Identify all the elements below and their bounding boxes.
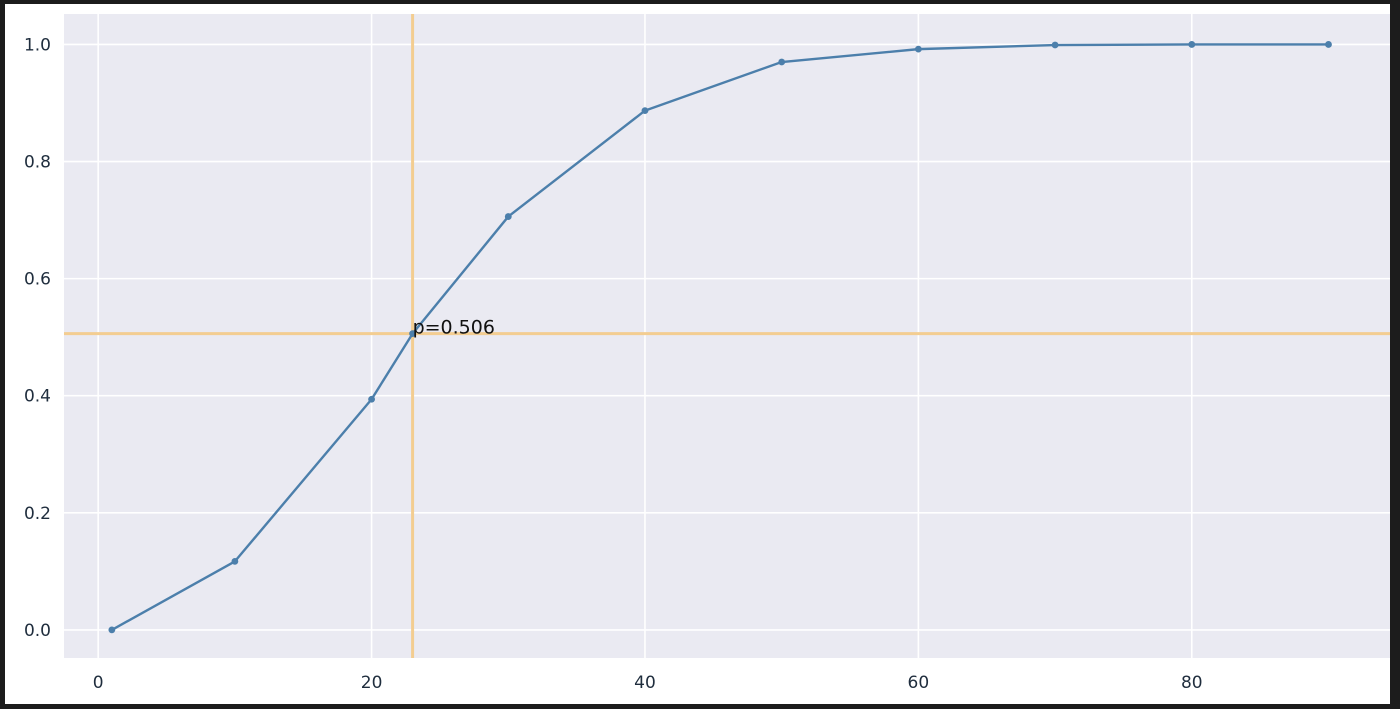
data-point [778,58,786,66]
y-tick-label: 0.4 [24,387,51,407]
y-axis-ticks: 0.0 0.2 0.4 0.6 0.8 1.0 [24,35,51,640]
data-point [409,330,416,338]
data-point [641,107,649,114]
data-point [108,626,116,634]
plot-area [64,14,1390,658]
y-tick-label: 0.0 [24,621,51,641]
data-point [504,213,512,220]
data-point [914,45,922,53]
y-tick-label: 0.6 [24,270,51,290]
y-tick-label: 1.0 [24,35,51,55]
data-point [231,558,239,565]
x-tick-label: 80 [1181,673,1203,693]
x-tick-label: 0 [93,673,104,693]
probability-line-chart: p=0.506 0 20 40 60 80 0.0 0.2 0.4 0.6 0.8 1.0 [24,14,1390,693]
data-point [1325,41,1332,48]
data-point [1188,41,1196,48]
x-tick-label: 40 [634,673,656,693]
y-tick-label: 0.2 [24,504,51,524]
figure-frame: p=0.506 0 20 40 60 80 0.0 0.2 0.4 0.6 0.8 1.0 [5,4,1390,704]
series-layer [108,41,1332,634]
data-point [368,395,375,403]
y-tick-label: 0.8 [24,153,51,173]
x-axis-ticks: 0 20 40 60 80 [93,673,1203,693]
x-tick-label: 20 [361,673,383,693]
annotation-layer: p=0.506 [413,317,495,339]
p-value-annotation: p=0.506 [413,317,495,339]
data-point [1051,41,1059,49]
x-tick-label: 60 [908,673,930,693]
